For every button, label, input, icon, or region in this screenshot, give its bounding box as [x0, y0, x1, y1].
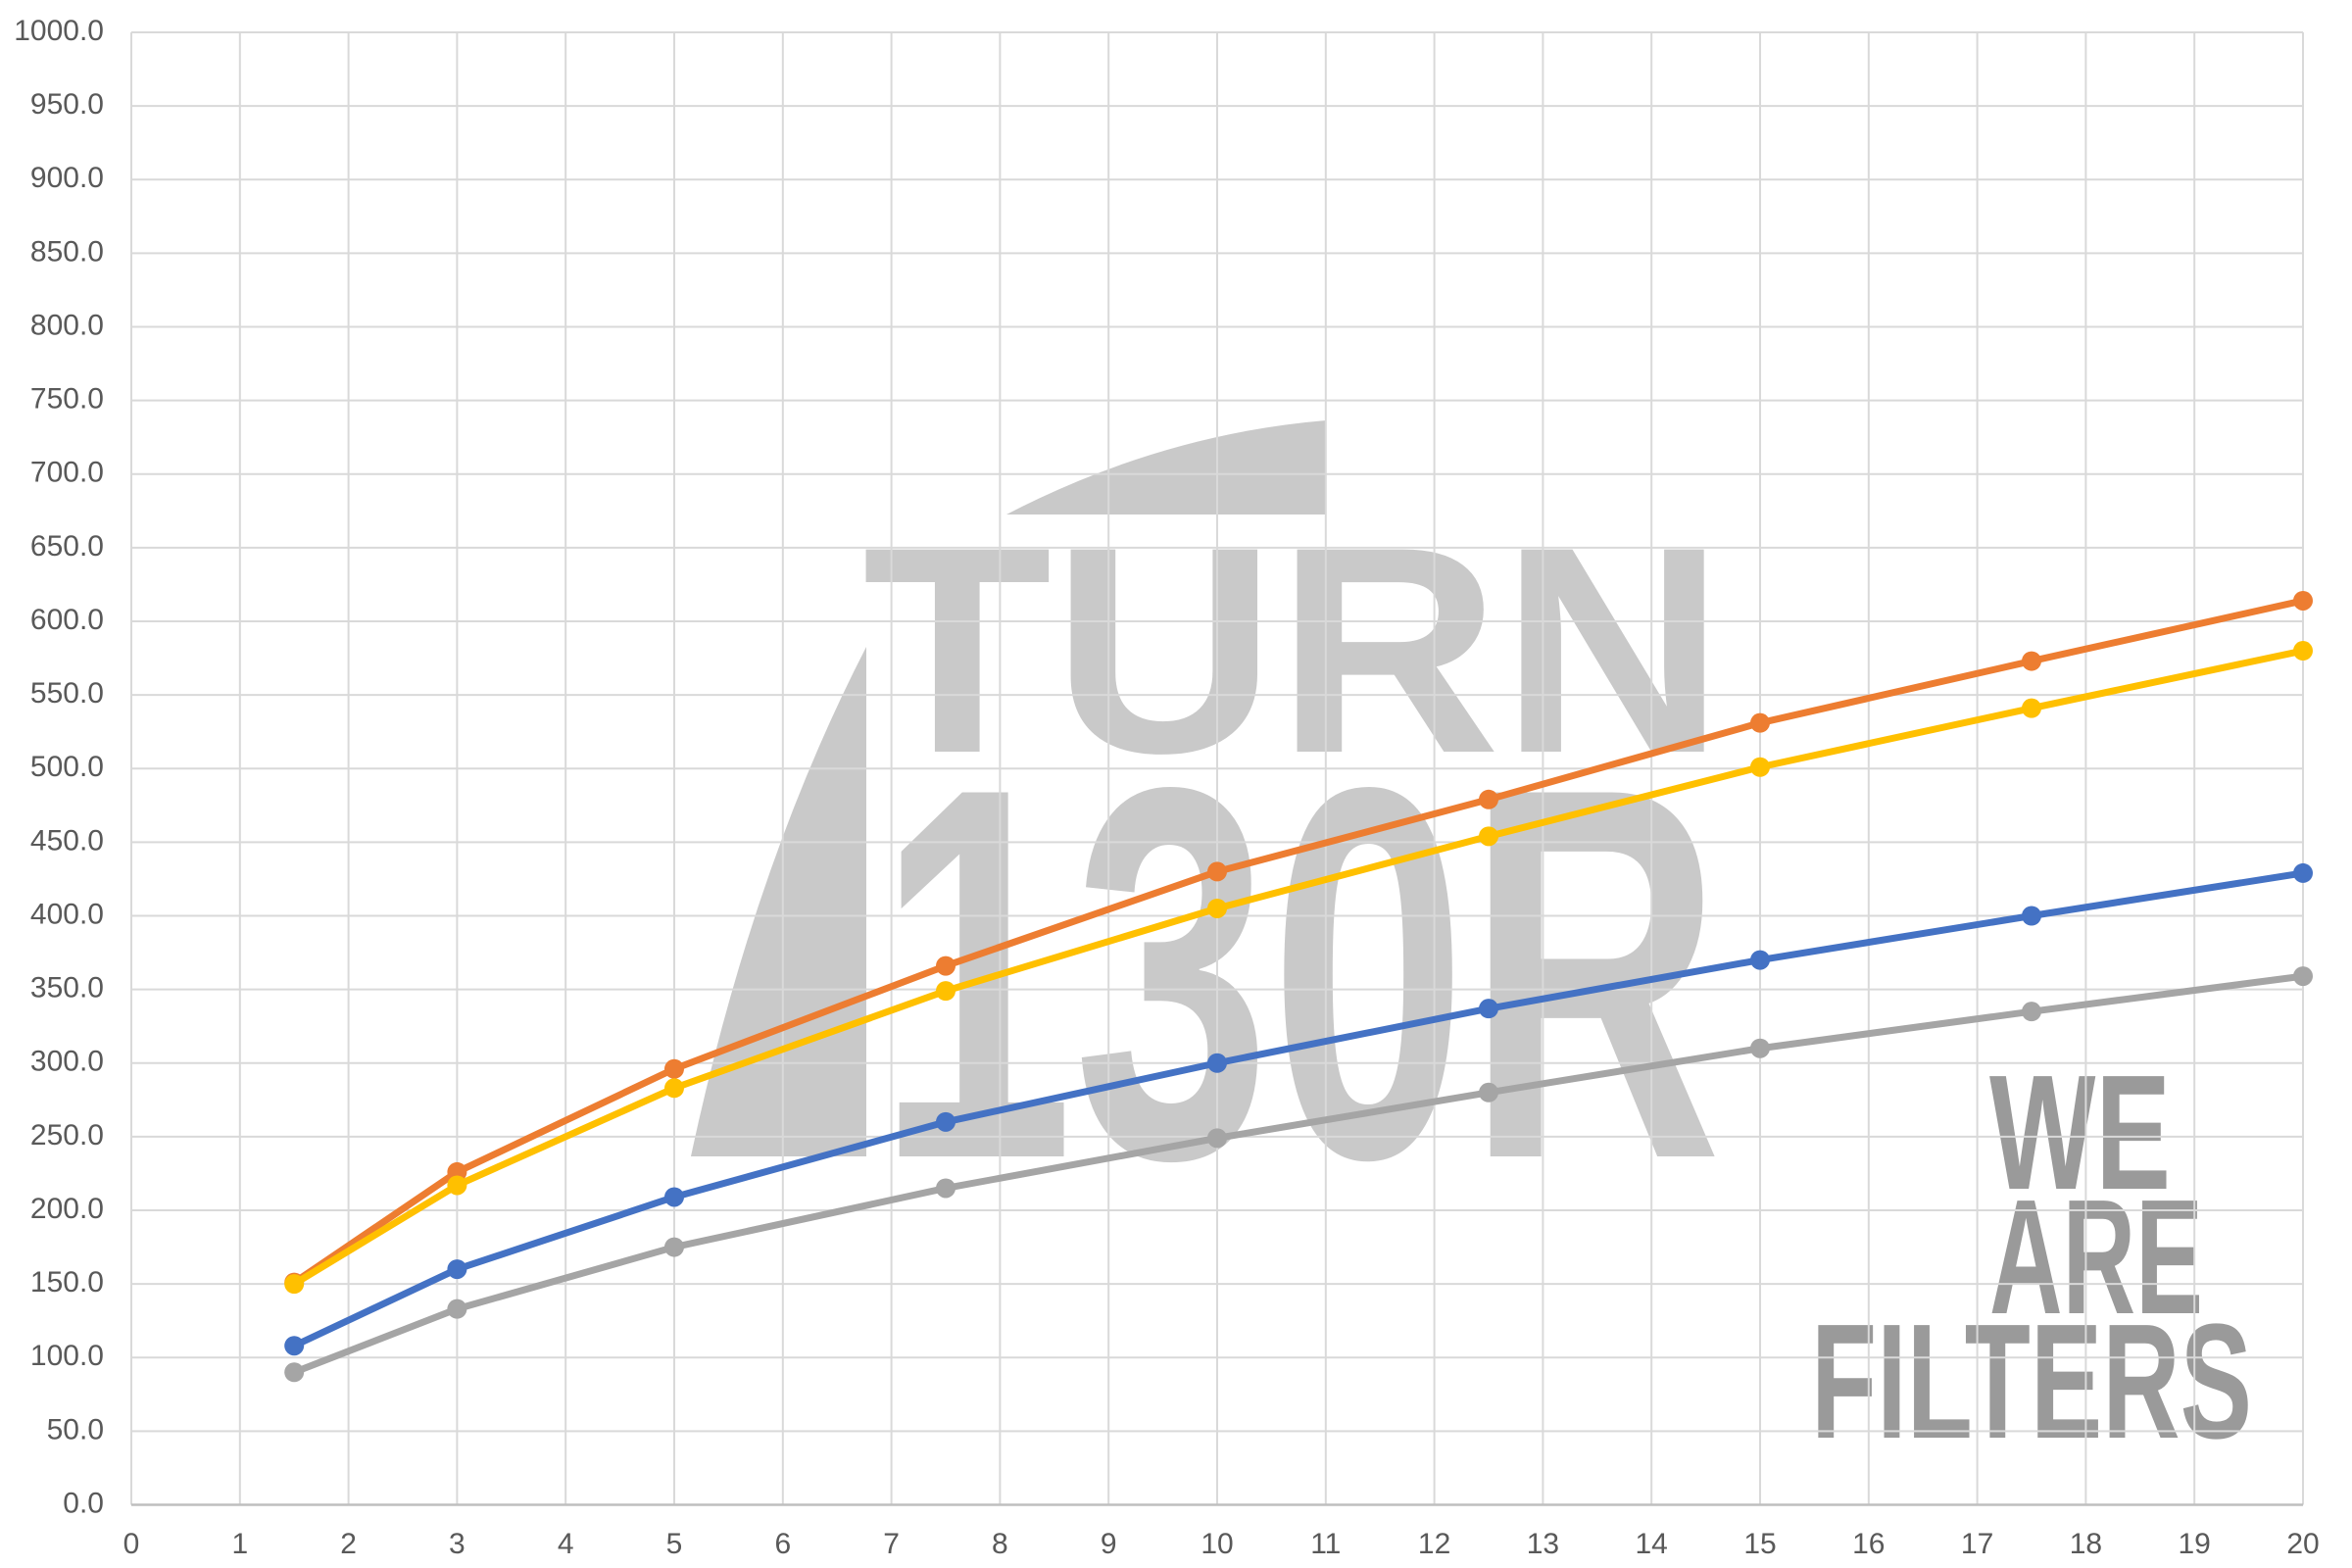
x-tick-label: 5 — [666, 1528, 683, 1560]
data-point-gray — [664, 1237, 684, 1257]
x-tick-label: 16 — [1852, 1528, 1885, 1560]
data-point-blue — [284, 1336, 305, 1356]
y-tick-label: 550.0 — [30, 677, 104, 710]
data-point-blue — [664, 1187, 684, 1207]
x-tick-label: 8 — [992, 1528, 1008, 1560]
x-tick-label: 6 — [774, 1528, 791, 1560]
x-tick-label: 2 — [340, 1528, 357, 1560]
x-tick-label: 11 — [1310, 1528, 1341, 1560]
data-point-gray — [1207, 1128, 1227, 1149]
watermark-tagline-are: ARE — [1989, 1166, 2203, 1348]
x-tick-label: 17 — [1961, 1528, 1993, 1560]
y-tick-label: 150.0 — [30, 1266, 104, 1298]
data-point-orange — [2293, 590, 2313, 611]
x-tick-label: 7 — [883, 1528, 900, 1560]
x-tick-label: 1 — [231, 1528, 248, 1560]
y-tick-label: 700.0 — [30, 457, 104, 489]
y-tick-label: 350.0 — [30, 972, 104, 1004]
x-tick-label: 3 — [449, 1528, 466, 1560]
data-point-orange — [2022, 651, 2041, 671]
y-tick-label: 0.0 — [63, 1487, 104, 1519]
y-tick-label: 600.0 — [30, 604, 104, 636]
data-point-blue — [447, 1259, 467, 1280]
y-tick-label: 400.0 — [30, 898, 104, 930]
x-tick-label: 9 — [1101, 1528, 1117, 1560]
data-point-yellow — [447, 1175, 467, 1196]
y-tick-label: 300.0 — [30, 1046, 104, 1078]
y-tick-label: 850.0 — [30, 235, 104, 268]
data-point-yellow — [1207, 898, 1227, 918]
data-point-yellow — [1479, 826, 1498, 847]
x-tick-label: 10 — [1200, 1528, 1233, 1560]
data-point-yellow — [2293, 641, 2313, 662]
x-tick-label: 20 — [2286, 1528, 2319, 1560]
data-point-orange — [664, 1058, 684, 1079]
data-point-blue — [2022, 906, 2041, 926]
y-tick-label: 650.0 — [30, 530, 104, 563]
x-tick-label: 19 — [2179, 1528, 2211, 1560]
data-point-gray — [447, 1298, 467, 1319]
logo-fin-shape — [1006, 420, 1326, 514]
y-tick-label: 450.0 — [30, 824, 104, 857]
data-point-yellow — [936, 981, 956, 1002]
data-point-yellow — [2022, 698, 2041, 718]
data-point-gray — [1750, 1038, 1770, 1058]
y-tick-label: 800.0 — [30, 309, 104, 341]
data-point-orange — [1750, 712, 1770, 733]
data-point-orange — [936, 956, 956, 976]
y-tick-label: 250.0 — [30, 1119, 104, 1152]
data-point-blue — [2293, 862, 2313, 883]
watermark-tagline-filters: FILTERS — [1811, 1291, 2252, 1473]
data-point-blue — [936, 1111, 956, 1132]
y-tick-label: 200.0 — [30, 1193, 104, 1225]
data-point-orange — [1479, 789, 1498, 809]
data-point-yellow — [284, 1274, 305, 1295]
y-tick-label: 900.0 — [30, 162, 104, 194]
y-tick-label: 500.0 — [30, 751, 104, 783]
data-point-blue — [1750, 950, 1770, 970]
x-tick-label: 15 — [1743, 1528, 1776, 1560]
y-tick-label: 100.0 — [30, 1340, 104, 1372]
data-point-gray — [284, 1362, 305, 1383]
x-tick-label: 0 — [123, 1528, 140, 1560]
x-tick-label: 14 — [1636, 1528, 1668, 1560]
data-point-yellow — [664, 1078, 684, 1099]
data-point-blue — [1207, 1053, 1227, 1073]
y-tick-label: 750.0 — [30, 383, 104, 416]
y-tick-label: 50.0 — [47, 1413, 104, 1446]
x-tick-label: 13 — [1527, 1528, 1559, 1560]
data-point-gray — [1479, 1082, 1498, 1102]
y-tick-label: 1000.0 — [14, 15, 104, 47]
watermark-tagline-we: WE — [1989, 1042, 2171, 1224]
data-point-gray — [2022, 1002, 2041, 1022]
x-tick-label: 18 — [2070, 1528, 2102, 1560]
watermark-brand-line1: TURN — [862, 485, 1725, 814]
data-point-blue — [1479, 999, 1498, 1019]
data-point-gray — [936, 1178, 956, 1199]
y-tick-label: 950.0 — [30, 88, 104, 121]
data-point-orange — [1207, 861, 1227, 882]
data-point-gray — [2293, 966, 2313, 987]
x-tick-label: 12 — [1418, 1528, 1450, 1560]
logo-sail-shape — [691, 647, 866, 1156]
data-point-yellow — [1750, 757, 1770, 777]
x-tick-label: 4 — [558, 1528, 574, 1560]
